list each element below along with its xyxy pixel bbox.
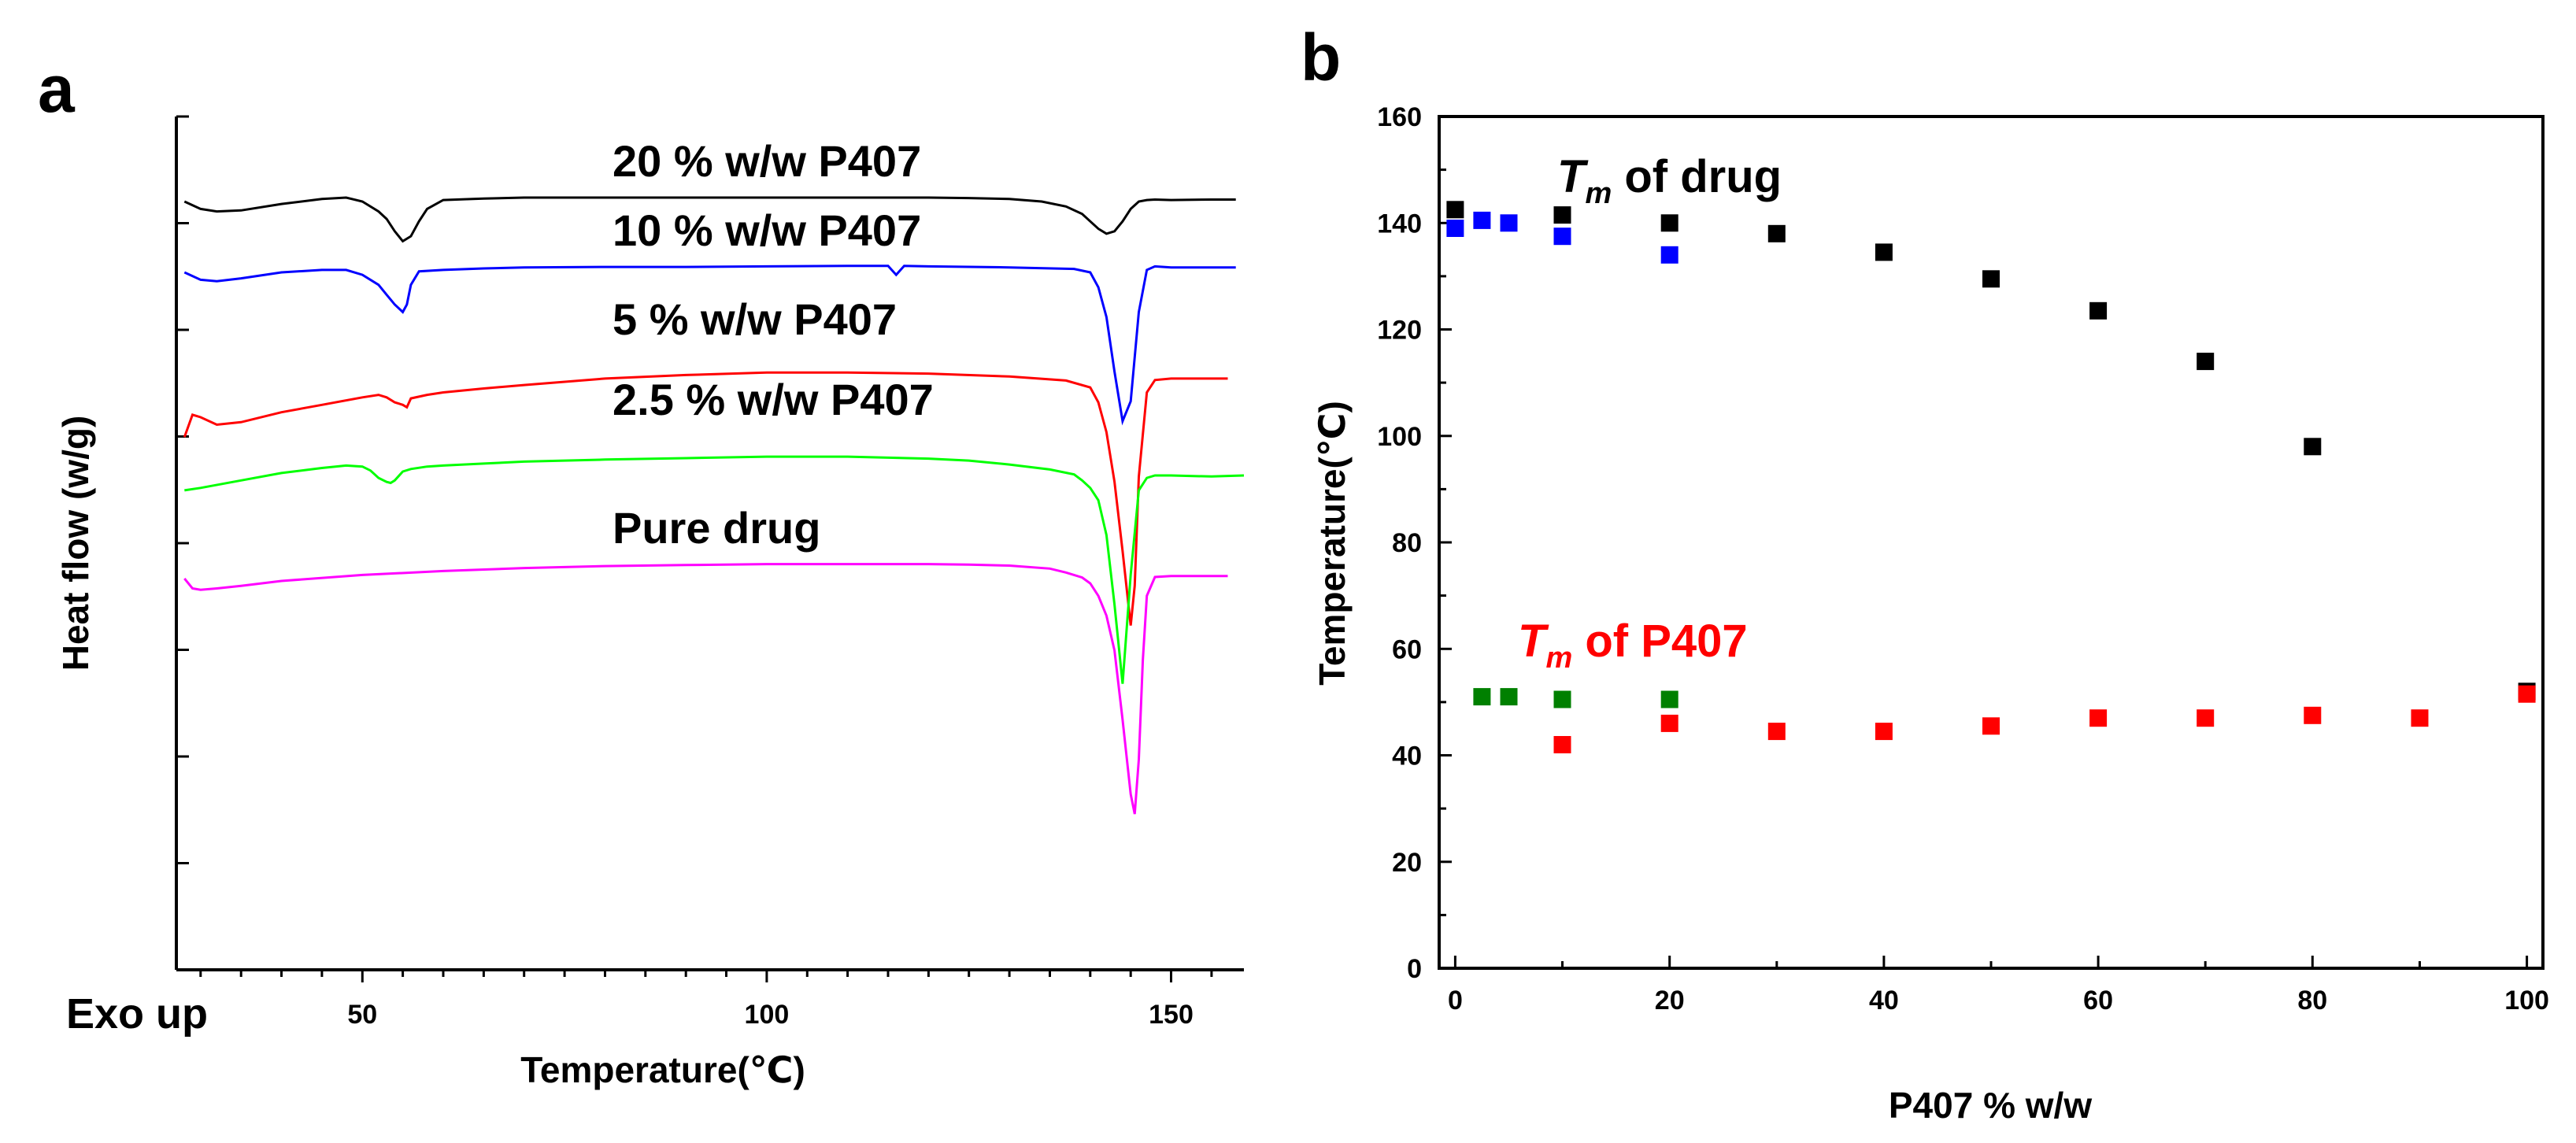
scatter-point-s2: [1553, 227, 1571, 246]
panel-a: a 50 100 150 20 % w/w P407 10 % w/w P407 5…: [38, 52, 1245, 1090]
b-x-tick-label: 60: [2083, 986, 2113, 1015]
panel-b-x-ticks: 0 20 40 60 80 100: [1448, 956, 2549, 1015]
panel-b: b 0 20 40 60 80 100 120 140 160 0 20 40 60 80 100 Tm …: [1301, 20, 2549, 1126]
panel-a-y-label: Heat flow (w/g): [55, 416, 96, 671]
scatter-point-s3: [1875, 723, 1893, 741]
scatter-point-s2: [1660, 246, 1678, 264]
label-5pct: 5 % w/w P407: [613, 294, 897, 344]
b-x-tick-label: 0: [1448, 986, 1463, 1015]
b-y-tick-label: 40: [1392, 742, 1422, 771]
scatter-point-s3: [2304, 706, 2322, 724]
dsc-curve-1: [183, 196, 1236, 243]
panel-a-y-ticks: [176, 115, 189, 971]
dsc-curve-3: [183, 371, 1228, 626]
label-2-5pct: 2.5 % w/w P407: [613, 375, 934, 424]
scatter-point-s1: [1446, 201, 1464, 219]
b-y-tick-label: 60: [1392, 634, 1422, 664]
scatter-point-s2: [1473, 211, 1491, 229]
scatter-point-s2: [1446, 220, 1464, 237]
b-x-tick-label: 80: [2297, 986, 2327, 1015]
panel-b-label: b: [1301, 20, 1341, 94]
scatter-point-s4: [1553, 690, 1571, 708]
panel-b-x-label: P407 % w/w: [1889, 1085, 2092, 1126]
a-x-tick-label: 100: [745, 1000, 790, 1030]
scatter-point-s4: [1473, 688, 1491, 706]
panel-a-x-ticks: 50 100 150: [199, 970, 1213, 1030]
a-x-tick-label: 150: [1149, 1000, 1194, 1030]
scatter-point-s3: [2197, 709, 2215, 727]
label-20pct: 20 % w/w P407: [613, 136, 921, 186]
scatter-point-s2: [1500, 214, 1518, 232]
tm-drug-annotation: Tm of drug: [1557, 151, 1782, 210]
scatter-point-s1: [2304, 438, 2322, 456]
dsc-curve-2: [183, 264, 1236, 426]
b-y-tick-label: 140: [1377, 209, 1422, 239]
dsc-curve-5: [183, 563, 1228, 815]
panel-b-y-ticks: 0 20 40 60 80 100 120 140 160: [1377, 102, 1452, 984]
a-x-tick-label: 50: [347, 1000, 377, 1030]
label-10pct: 10 % w/w P407: [613, 205, 921, 255]
scatter-point-s1: [1982, 270, 2000, 288]
scatter-point-s3: [2411, 709, 2429, 727]
scatter-point-s4: [1500, 688, 1518, 706]
panel-b-plot-frame: [1438, 115, 2545, 970]
b-y-tick-label: 0: [1407, 954, 1422, 984]
panel-a-curves: [183, 196, 1245, 815]
scatter-point-s3: [2518, 685, 2536, 703]
b-x-tick-label: 100: [2504, 986, 2549, 1015]
scatter-point-s3: [1660, 714, 1678, 732]
scatter-point-s1: [1875, 243, 1893, 261]
b-y-tick-label: 120: [1377, 316, 1422, 346]
label-pure-drug: Pure drug: [613, 503, 820, 553]
tm-p407-annotation: Tm of P407: [1518, 616, 1748, 675]
b-x-tick-label: 40: [1869, 986, 1899, 1015]
scatter-point-s1: [2197, 353, 2215, 371]
scatter-point-s4: [1660, 690, 1678, 708]
scatter-point-s1: [2089, 301, 2108, 320]
dsc-curve-4: [184, 455, 1245, 684]
b-y-tick-label: 80: [1392, 528, 1422, 558]
panel-b-y-label: Temperature(℃): [1312, 401, 1353, 686]
b-x-tick-label: 20: [1655, 986, 1685, 1015]
scatter-point-s1: [1660, 214, 1678, 232]
scatter-point-s1: [1553, 206, 1571, 224]
b-y-tick-label: 100: [1377, 422, 1422, 452]
scatter-point-s3: [1982, 717, 2000, 735]
b-y-tick-label: 160: [1377, 102, 1422, 132]
scatter-point-s3: [2089, 709, 2108, 727]
panel-a-x-label: Temperature(℃): [520, 1049, 805, 1090]
scatter-point-s1: [1767, 224, 1786, 242]
exo-up-label: Exo up: [66, 990, 208, 1038]
panel-b-points: [1446, 201, 2536, 753]
scatter-point-s3: [1553, 736, 1571, 753]
panel-a-label: a: [38, 52, 76, 126]
scatter-point-s3: [1767, 723, 1786, 741]
b-y-tick-label: 20: [1392, 848, 1422, 878]
